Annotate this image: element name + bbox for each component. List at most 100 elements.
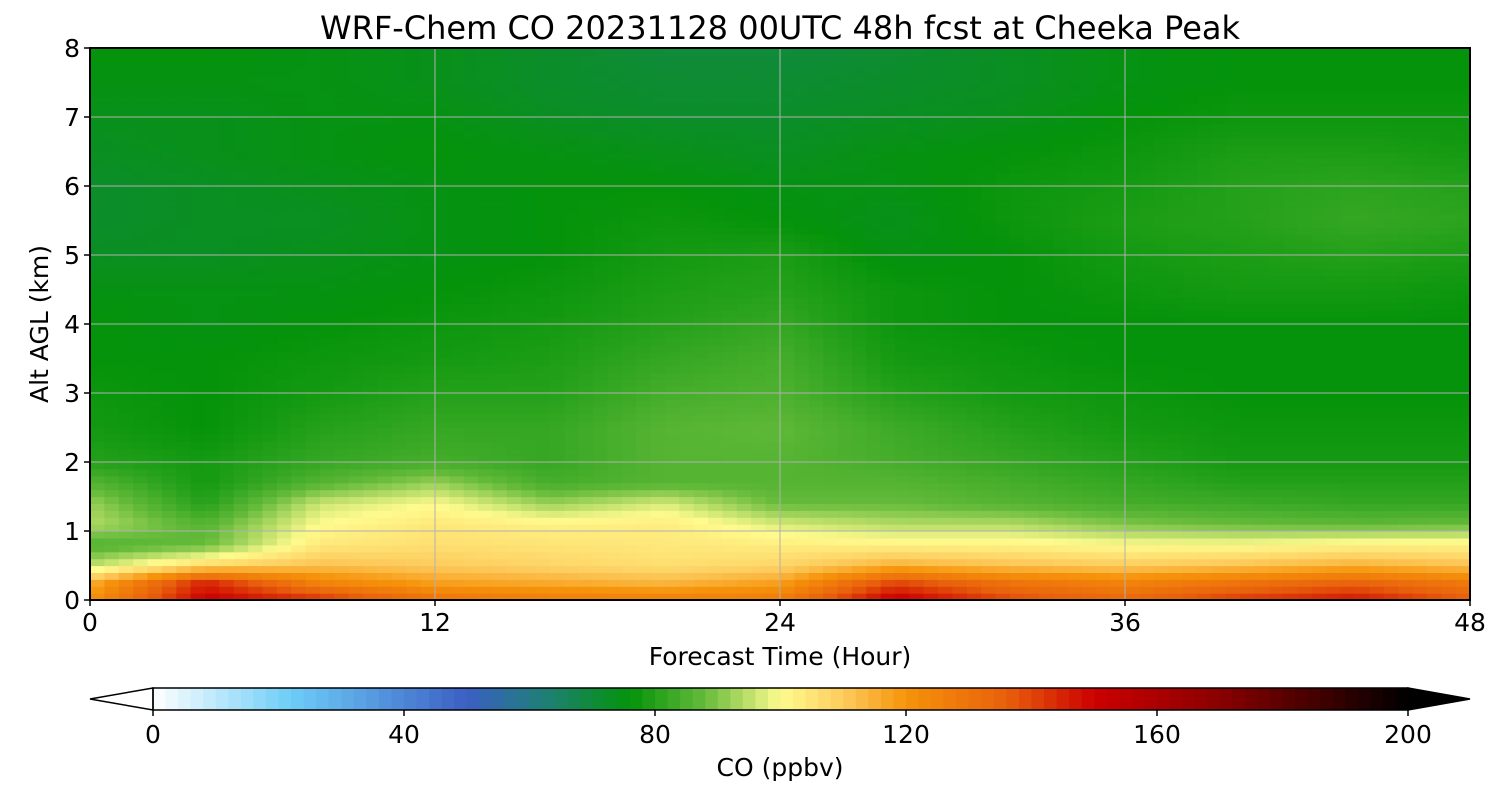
heatmap-cell — [837, 268, 853, 277]
heatmap-cell — [736, 434, 752, 442]
heatmap-cell — [1268, 565, 1284, 573]
heatmap-cell — [650, 503, 666, 511]
heatmap-cell — [248, 537, 264, 546]
heatmap-cell — [1067, 462, 1083, 470]
heatmap-cell — [176, 365, 192, 373]
heatmap-cell — [550, 565, 565, 573]
heatmap-cell — [1053, 296, 1069, 304]
heatmap-cell — [866, 372, 882, 380]
heatmap-cell — [1254, 358, 1270, 366]
heatmap-cell — [578, 413, 594, 422]
heatmap-cell — [909, 593, 925, 601]
heatmap-cell — [636, 261, 652, 270]
heatmap-cell — [607, 351, 623, 360]
heatmap-cell — [435, 330, 450, 339]
heatmap-cell — [1024, 275, 1040, 284]
heatmap-cell — [1412, 255, 1428, 263]
heatmap-cell — [693, 434, 709, 442]
heatmap-cell — [650, 510, 666, 518]
heatmap-cell — [1297, 324, 1313, 332]
heatmap-cell — [808, 468, 824, 477]
heatmap-cell — [1283, 413, 1299, 422]
heatmap-cell — [248, 482, 264, 491]
heatmap-cell — [406, 434, 422, 442]
heatmap-cell — [435, 558, 450, 567]
heatmap-cell — [837, 551, 853, 560]
heatmap-cell — [823, 268, 839, 277]
heatmap-cell — [607, 593, 623, 601]
heatmap-cell — [593, 379, 609, 387]
heatmap-cell — [1038, 579, 1054, 587]
heatmap-cell — [176, 537, 192, 546]
heatmap-cell — [535, 365, 551, 373]
heatmap-cell — [1211, 337, 1227, 346]
heatmap-cell — [578, 579, 594, 587]
heatmap-cell — [521, 386, 537, 394]
heatmap-cell — [1398, 317, 1414, 325]
heatmap-cell — [995, 448, 1011, 456]
heatmap-cell — [363, 489, 379, 498]
heatmap-cell — [823, 558, 839, 567]
heatmap-cell — [334, 358, 350, 366]
heatmap-cell — [1326, 344, 1342, 353]
heatmap-cell — [823, 462, 839, 470]
heatmap-cell — [851, 248, 867, 256]
heatmap-cell — [851, 303, 867, 311]
heatmap-cell — [1038, 462, 1054, 470]
heatmap-cell — [305, 434, 321, 442]
heatmap-cell — [1125, 537, 1140, 546]
heatmap-cell — [1355, 537, 1370, 546]
heatmap-cell — [1067, 399, 1083, 408]
heatmap-cell — [248, 565, 264, 573]
heatmap-cell — [248, 255, 264, 263]
heatmap-cell — [679, 337, 695, 346]
heatmap-cell — [1369, 455, 1385, 463]
heatmap-cell — [693, 379, 709, 387]
heatmap-cell — [435, 524, 450, 532]
heatmap-cell — [1441, 593, 1457, 601]
heatmap-cell — [190, 462, 206, 470]
heatmap-cell — [794, 434, 810, 442]
heatmap-cell — [1268, 344, 1284, 353]
heatmap-cell — [320, 434, 335, 442]
heatmap-cell — [1081, 482, 1097, 491]
heatmap-cell — [837, 261, 853, 270]
heatmap-cell — [406, 579, 422, 587]
heatmap-cell — [607, 586, 623, 594]
heatmap-cell — [621, 399, 637, 408]
heatmap-cell — [1441, 489, 1457, 498]
heatmap-cell — [291, 489, 307, 498]
heatmap-cell — [564, 248, 580, 256]
heatmap-cell — [90, 296, 105, 304]
heatmap-cell — [621, 413, 637, 422]
heatmap-cell — [262, 317, 278, 325]
heatmap-cell — [708, 282, 724, 291]
heatmap-cell — [320, 268, 335, 277]
heatmap-cell — [880, 586, 896, 594]
heatmap-cell — [420, 393, 436, 401]
heatmap-cell — [650, 448, 666, 456]
heatmap-cell — [463, 441, 479, 449]
heatmap-cell — [923, 475, 939, 484]
heatmap-cell — [1426, 468, 1442, 477]
heatmap-cell — [248, 413, 264, 422]
heatmap-cell — [348, 261, 364, 270]
heatmap-cell — [1053, 282, 1069, 291]
heatmap-cell — [1340, 379, 1356, 387]
heatmap-cell — [1455, 558, 1471, 567]
heatmap-cell — [463, 448, 479, 456]
heatmap-cell — [190, 468, 206, 477]
heatmap-cell — [808, 434, 824, 442]
heatmap-cell — [190, 510, 206, 518]
heatmap-cell — [1182, 241, 1198, 249]
heatmap-cell — [506, 393, 522, 401]
heatmap-cell — [463, 351, 479, 360]
heatmap-cell — [923, 434, 939, 442]
heatmap-cell — [1024, 330, 1040, 339]
heatmap-cell — [578, 393, 594, 401]
heatmap-cell — [1369, 261, 1385, 270]
heatmap-cell — [1340, 579, 1356, 587]
heatmap-cell — [1398, 303, 1414, 311]
heatmap-cell — [535, 510, 551, 518]
heatmap-cell — [492, 337, 508, 346]
